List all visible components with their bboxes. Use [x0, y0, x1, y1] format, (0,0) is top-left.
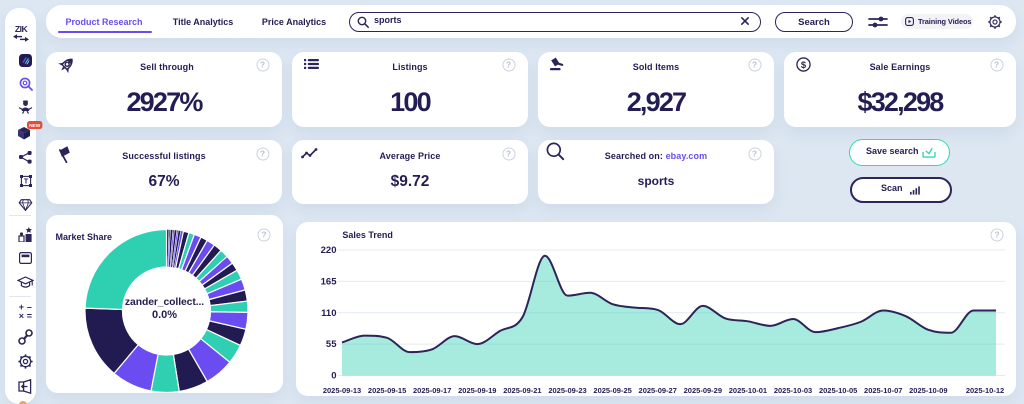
svg-text:+: + [19, 303, 24, 312]
svg-text:2025-10-05: 2025-10-05 [819, 386, 857, 395]
svg-text:2025-09-19: 2025-09-19 [458, 386, 496, 395]
svg-text:2025-09-21: 2025-09-21 [503, 386, 541, 395]
svg-text:=: = [27, 311, 32, 320]
svg-text:T: T [24, 179, 29, 186]
svg-text:2025-09-15: 2025-09-15 [368, 386, 406, 395]
svg-text:55: 55 [326, 339, 337, 350]
svg-text:165: 165 [321, 276, 338, 287]
svg-text:–: – [27, 303, 32, 312]
svg-text:2025-09-29: 2025-09-29 [684, 386, 722, 395]
svg-text:2025-09-23: 2025-09-23 [548, 386, 586, 395]
svg-text:2025-09-27: 2025-09-27 [639, 386, 677, 395]
svg-text:0: 0 [331, 371, 336, 382]
svg-text:$: $ [801, 60, 807, 70]
svg-text:NEW: NEW [29, 123, 41, 129]
svg-text:×: × [19, 311, 24, 320]
svg-text:ZIK: ZIK [15, 24, 29, 34]
svg-text:2025-09-13: 2025-09-13 [323, 386, 361, 395]
svg-text:2025-10-09: 2025-10-09 [909, 386, 947, 395]
svg-text:110: 110 [321, 308, 336, 319]
svg-text:2025-10-12: 2025-10-12 [966, 386, 1004, 395]
svg-text:2025-10-03: 2025-10-03 [774, 386, 812, 395]
svg-text:2025-09-25: 2025-09-25 [593, 386, 631, 395]
svg-text:2025-10-07: 2025-10-07 [864, 386, 902, 395]
svg-text:2025-09-17: 2025-09-17 [413, 386, 451, 395]
svg-text:2025-10-01: 2025-10-01 [729, 386, 767, 395]
svg-text:220: 220 [321, 245, 337, 256]
